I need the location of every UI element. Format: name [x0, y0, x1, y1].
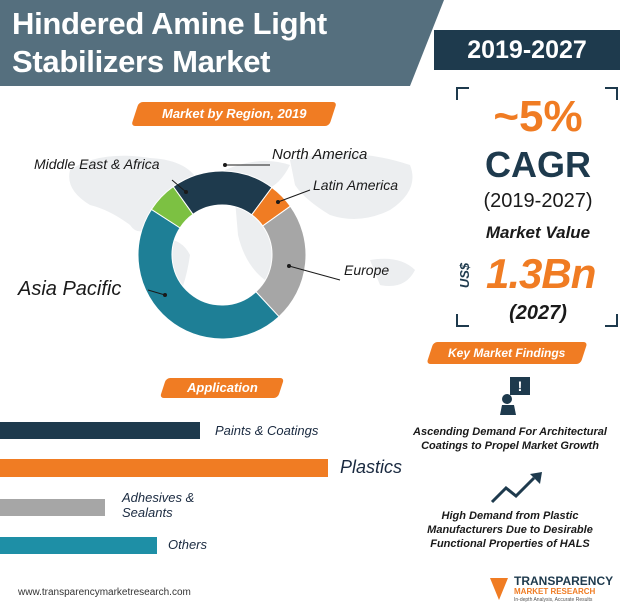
application-bar-0	[0, 422, 200, 439]
brand-tagline: In-depth Analysis, Accurate Results	[514, 597, 593, 603]
trend-up-icon	[490, 472, 542, 504]
region-label-europe: Europe	[344, 262, 390, 278]
region-label-latin-america: Latin America	[313, 177, 399, 193]
connector-latin-america	[277, 189, 311, 203]
svg-text:!: !	[518, 378, 523, 394]
market-value-year: (2027)	[509, 302, 567, 324]
cagr-label: CAGR	[485, 144, 591, 185]
application-bar-3	[0, 537, 157, 554]
application-bar-2	[0, 499, 105, 516]
bar-label-plastics: Plastics	[340, 457, 403, 477]
footer-url[interactable]: www.transparencymarketresearch.com	[18, 587, 191, 598]
cagr-period: (2019-2027)	[483, 190, 593, 212]
page-title-line-2: Stabilizers Market	[12, 44, 271, 79]
brand-line-2: MARKET RESEARCH	[514, 587, 596, 596]
donut-slice-middle-east-africa	[150, 185, 194, 229]
donut-slice-asia-pacific	[137, 208, 280, 340]
brand-line-1: TRANSPARENCY	[514, 574, 614, 588]
findings-heading: Key Market Findings	[426, 342, 588, 364]
stats-frame	[456, 87, 618, 327]
region-label-middle-east-africa: Middle East & Africa	[34, 156, 160, 172]
cagr-value: ~5%	[493, 92, 583, 141]
finding-2: High Demand from Plastic Manufacturers D…	[427, 510, 593, 550]
bar-label-adhesives-sealants: Adhesives & Sealants	[122, 490, 195, 520]
brand-logo-icon	[490, 578, 508, 600]
period-banner: 2019-2027	[434, 30, 620, 70]
market-value-block: US$ 1.3Bn	[457, 250, 618, 300]
region-label-asia-pacific: Asia Pacific	[18, 278, 122, 300]
title-banner: Hindered Amine Light Stabilizers Market	[0, 0, 444, 86]
market-value: 1.3Bn	[486, 250, 596, 297]
brand-logo: TRANSPARENCY MARKET RESEARCH In-depth An…	[488, 574, 618, 606]
page-title-line-1: Hindered Amine Light	[12, 6, 327, 41]
connector-asia-pacific	[147, 289, 166, 296]
application-heading: Application	[159, 378, 285, 398]
connector-europe	[288, 265, 341, 281]
market-value-label: Market Value	[485, 223, 591, 242]
application-bar-1	[0, 459, 328, 477]
region-label-north-america: North America	[272, 146, 368, 163]
finding-1: Ascending Demand For Architectural Coati…	[413, 426, 607, 452]
connector-middle-east	[171, 179, 187, 193]
currency-label: US$	[457, 262, 473, 289]
warning-sign-icon: !	[500, 377, 530, 415]
bar-label-others: Others	[168, 537, 208, 552]
bar-label-paints-coatings: Paints & Coatings	[215, 423, 319, 438]
